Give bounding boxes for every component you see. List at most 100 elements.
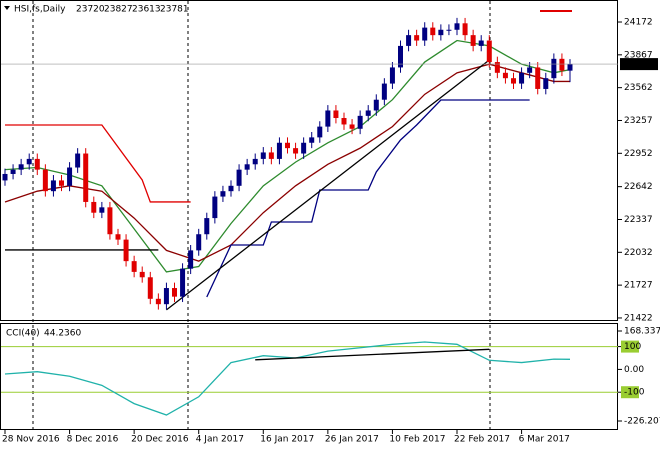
candle-body bbox=[373, 99, 379, 111]
candle-body bbox=[147, 277, 153, 299]
candle-body bbox=[527, 67, 533, 73]
x-tick-label: 28 Nov 2016 bbox=[2, 435, 60, 445]
y-tick-label: 21422 bbox=[624, 313, 653, 323]
level-tag bbox=[621, 386, 639, 399]
chart-title: HSI,fs,Daily bbox=[14, 5, 66, 15]
y-tick-label: 0.00 bbox=[624, 365, 644, 375]
candle-body bbox=[236, 169, 242, 186]
candle-body bbox=[204, 218, 210, 235]
candle-body bbox=[341, 118, 347, 125]
candle-body bbox=[462, 23, 468, 36]
x-tick-label: 6 Mar 2017 bbox=[519, 435, 570, 445]
candle-body bbox=[34, 158, 40, 170]
candle-body bbox=[91, 201, 97, 213]
candle-body bbox=[123, 239, 129, 262]
x-tick-label: 22 Feb 2017 bbox=[454, 435, 510, 445]
candle-body bbox=[10, 169, 16, 174]
candle-body bbox=[470, 35, 476, 46]
y-tick-label: 24172 bbox=[624, 18, 653, 28]
candle-body bbox=[163, 288, 169, 305]
candle-body bbox=[357, 115, 363, 129]
candle-body bbox=[406, 35, 412, 46]
candle-body bbox=[438, 29, 444, 36]
candle-body bbox=[244, 164, 250, 170]
candle-body bbox=[502, 72, 508, 79]
cci-trendline bbox=[255, 348, 490, 361]
open-value: 23720 bbox=[76, 5, 105, 15]
y-tick-label: 22032 bbox=[624, 248, 653, 258]
y-tick-label: 100 bbox=[624, 342, 641, 352]
candle-body bbox=[67, 167, 73, 186]
level-tag bbox=[621, 340, 639, 353]
candle-body bbox=[309, 137, 315, 143]
candle-body bbox=[486, 40, 492, 63]
candle-body bbox=[26, 158, 32, 165]
candle-body bbox=[543, 78, 549, 89]
candle-body bbox=[511, 78, 516, 84]
candle-body bbox=[422, 27, 428, 41]
candle-body bbox=[293, 148, 299, 154]
overlay-line bbox=[5, 124, 191, 203]
y-tick-label: -100 bbox=[624, 388, 645, 398]
candle-body bbox=[454, 23, 460, 30]
candle-body bbox=[381, 83, 387, 100]
x-tick-label: 20 Dec 2016 bbox=[131, 435, 189, 445]
candle-body bbox=[196, 234, 202, 251]
candle-body bbox=[212, 196, 218, 219]
overlay-line bbox=[166, 59, 490, 311]
price-tag-label: 23781 bbox=[623, 60, 652, 70]
y-tick-label: 23867 bbox=[624, 50, 653, 60]
candle-body bbox=[365, 110, 371, 116]
candle-body bbox=[260, 152, 266, 159]
candle-body bbox=[519, 72, 525, 84]
candle-body bbox=[50, 180, 56, 192]
candle-body bbox=[131, 261, 137, 272]
candle-body bbox=[317, 126, 323, 138]
candle-body bbox=[285, 142, 290, 149]
candle-body bbox=[83, 153, 89, 202]
candle-body bbox=[115, 234, 121, 240]
candle-body bbox=[252, 158, 258, 165]
cci-panel bbox=[0, 323, 618, 430]
candle-body bbox=[446, 29, 452, 31]
cci-title: CCI(40) bbox=[6, 329, 40, 339]
candle-body bbox=[172, 288, 177, 297]
candle-body bbox=[2, 173, 8, 181]
candle-body bbox=[228, 185, 234, 192]
close-value: 23781 bbox=[160, 5, 189, 15]
candle-body bbox=[268, 152, 274, 159]
candle-body bbox=[567, 64, 573, 71]
symbol-icon bbox=[4, 6, 10, 10]
candle-body bbox=[389, 67, 395, 84]
candle-body bbox=[99, 207, 105, 213]
candle-body bbox=[478, 40, 484, 46]
low-value: 23613 bbox=[132, 5, 161, 15]
y-tick-label: -226.2071 bbox=[624, 417, 660, 427]
candle-body bbox=[18, 164, 24, 170]
candle-body bbox=[188, 250, 194, 269]
candle-body bbox=[494, 62, 500, 73]
y-tick-label: 23562 bbox=[624, 83, 653, 93]
x-tick-label: 26 Jan 2017 bbox=[325, 435, 379, 445]
y-tick-label: 21727 bbox=[624, 281, 653, 291]
candle-body bbox=[398, 45, 403, 68]
y-tick-label: 22642 bbox=[624, 182, 653, 192]
y-tick-label: 22952 bbox=[624, 149, 653, 159]
x-tick-label: 8 Dec 2016 bbox=[67, 435, 119, 445]
price-tag bbox=[620, 58, 658, 71]
candle-body bbox=[559, 58, 565, 71]
candle-body bbox=[42, 169, 48, 192]
candle-body bbox=[155, 298, 161, 305]
overlay-line bbox=[206, 99, 530, 298]
candle-body bbox=[325, 110, 331, 127]
candle-body bbox=[333, 110, 339, 119]
x-tick-label: 16 Jan 2017 bbox=[260, 435, 314, 445]
price-panel bbox=[0, 0, 618, 321]
y-tick-label: 22337 bbox=[624, 215, 653, 225]
candle-body bbox=[349, 124, 355, 129]
candle-body bbox=[220, 191, 226, 197]
cci-value: 44.2360 bbox=[44, 329, 81, 339]
candle-body bbox=[535, 67, 541, 89]
y-tick-label: 168.3379 bbox=[624, 327, 660, 337]
